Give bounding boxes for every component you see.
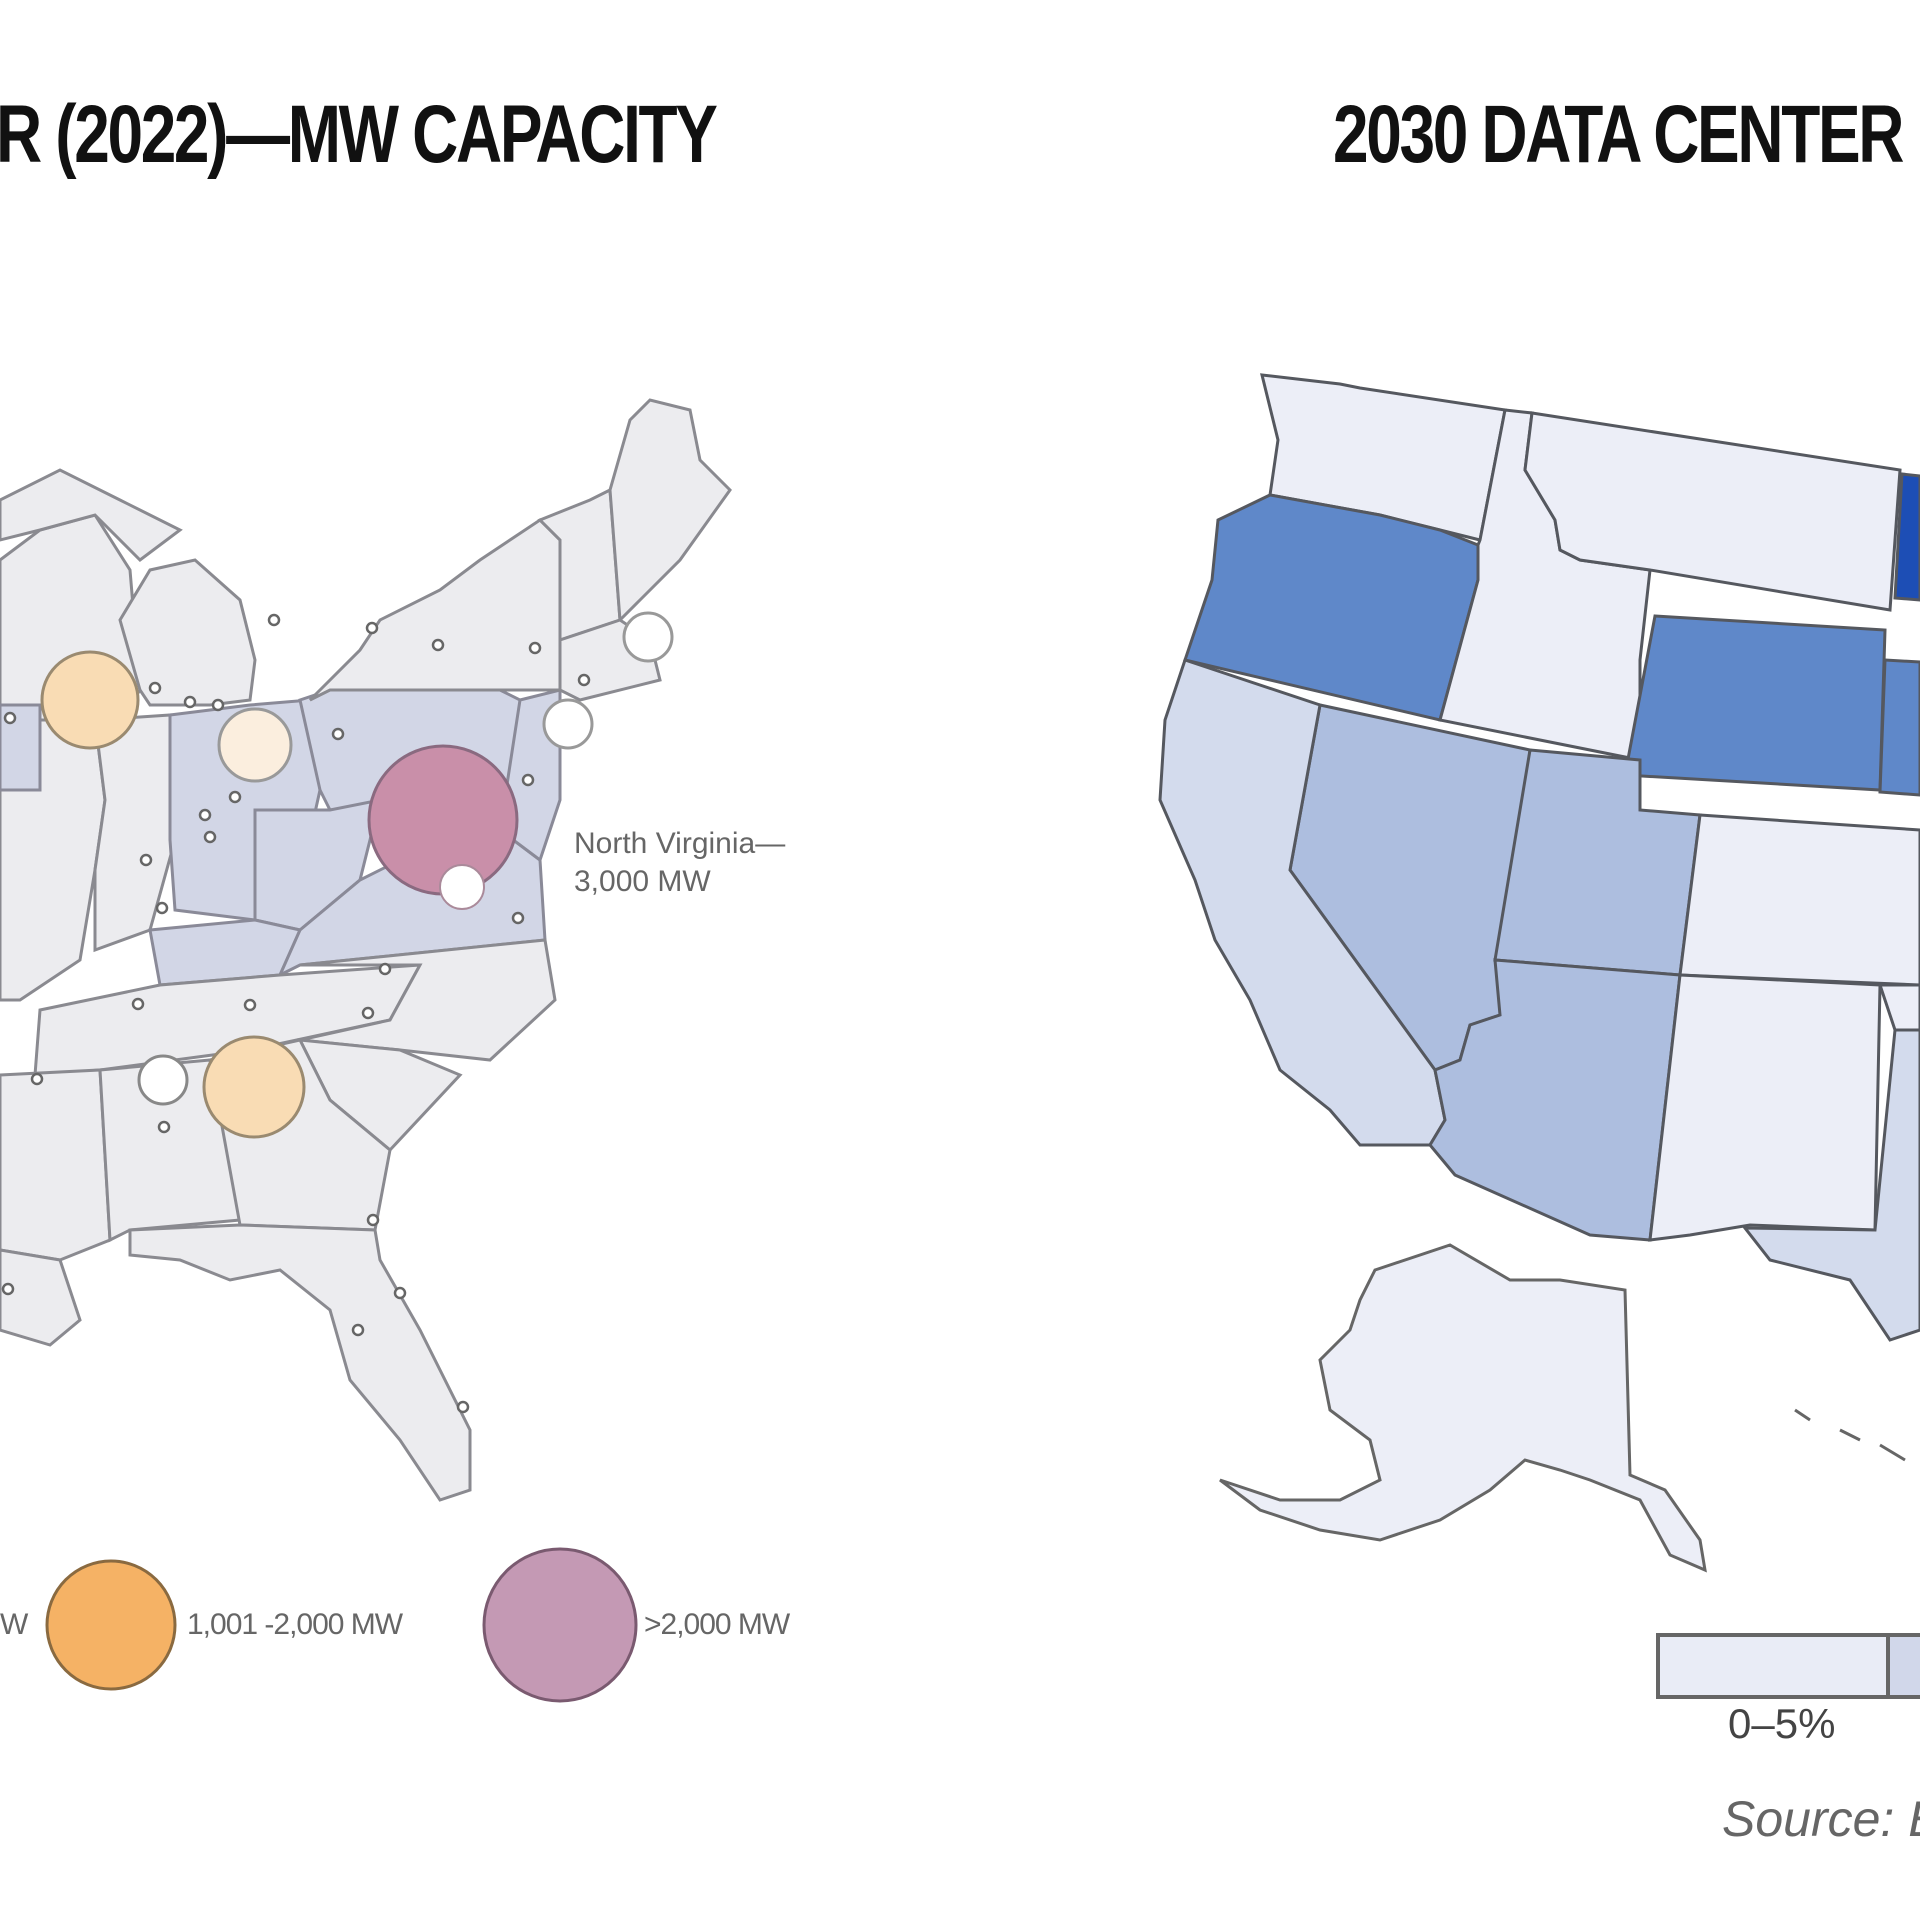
state-south-dakota-part [1878, 658, 1920, 797]
legend-label-small: W [0, 1608, 28, 1641]
bubble-boston [622, 611, 674, 663]
legend-swatch-next [1886, 1633, 1920, 1699]
bubble-new-york [542, 698, 594, 750]
state-mississippi [0, 1068, 112, 1262]
state-california [1158, 658, 1447, 1147]
marker [267, 613, 281, 627]
bubble-north-virginia-inner [439, 864, 485, 910]
marker [577, 673, 591, 687]
marker [456, 1400, 470, 1414]
state-alabama [98, 1058, 242, 1243]
marker [228, 790, 242, 804]
state-indiana [93, 713, 177, 953]
state-washington [1260, 373, 1507, 542]
legend-swatch-0-5 [1656, 1633, 1890, 1699]
state-michigan-up [0, 468, 183, 562]
bubble-north-virginia [367, 744, 519, 896]
bubble-atlanta [202, 1035, 306, 1139]
annotation-line-2: 3,000 MW [574, 865, 711, 898]
state-north-dakota-part [1893, 472, 1920, 602]
annotation-line-1: North Virginia— [574, 827, 786, 860]
state-michigan [118, 558, 257, 707]
legend-label-0-5: 0–5% [1728, 1700, 1836, 1747]
state-texas-part [1741, 1028, 1920, 1342]
marker [198, 808, 212, 822]
legend-label-mid: 1,001 -2,000 MW [187, 1608, 403, 1641]
state-utah [1493, 748, 1702, 977]
state-louisiana [0, 1248, 82, 1347]
state-oklahoma-part [1877, 983, 1920, 1032]
state-colorado [1678, 813, 1920, 987]
marker [511, 911, 525, 925]
legend-label-large: >2,000 MW [644, 1608, 790, 1641]
marker [366, 1213, 380, 1227]
small-markers [1, 613, 591, 1414]
marker [521, 773, 535, 787]
state-new-mexico [1648, 973, 1882, 1242]
region-pjm [0, 703, 42, 792]
marker [393, 1286, 407, 1300]
marker [365, 621, 379, 635]
left-map [0, 398, 732, 1703]
state-montana [1523, 411, 1902, 612]
marker [183, 695, 197, 709]
right-map [1158, 373, 1920, 1699]
state-florida [128, 1223, 472, 1502]
hawaii-islands [1794, 1408, 1906, 1462]
marker [361, 1006, 375, 1020]
bubble-tennessee [137, 1054, 189, 1106]
state-new-york [308, 518, 562, 702]
state-alaska [1219, 1243, 1707, 1573]
marker [148, 681, 162, 695]
legend-circle-purple [482, 1547, 638, 1703]
marker [211, 698, 225, 712]
marker [155, 901, 169, 915]
marker [243, 998, 257, 1012]
marker [3, 711, 17, 725]
marker [431, 638, 445, 652]
state-maine [608, 398, 732, 624]
legend-circle-orange [45, 1559, 177, 1691]
marker [528, 641, 542, 655]
right-map-title: 2030 DATA CENTER [1333, 89, 1904, 180]
bubble-columbus [217, 707, 293, 783]
left-map-title: R (2022)—MW CAPACITY [0, 89, 718, 180]
marker [30, 1072, 44, 1086]
source-note: Source: E [1722, 1791, 1920, 1847]
marker [203, 830, 217, 844]
marker [157, 1120, 171, 1134]
marker [1, 1282, 15, 1296]
north-virginia-annotation: North Virginia— 3,000 MW [574, 825, 785, 901]
marker [331, 727, 345, 741]
marker [351, 1323, 365, 1337]
bubble-chicago [40, 650, 140, 750]
state-wyoming [1623, 614, 1887, 792]
marker [131, 997, 145, 1011]
marker [139, 853, 153, 867]
marker [378, 962, 392, 976]
